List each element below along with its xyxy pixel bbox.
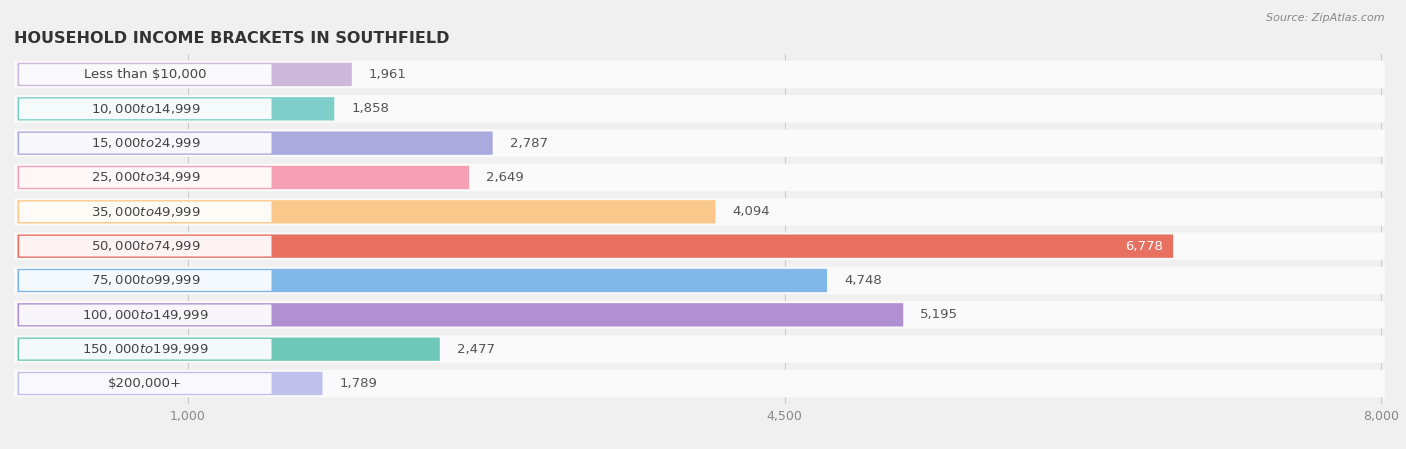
Text: 5,195: 5,195 xyxy=(921,308,959,321)
FancyBboxPatch shape xyxy=(14,233,1385,260)
Text: $10,000 to $14,999: $10,000 to $14,999 xyxy=(90,102,200,116)
FancyBboxPatch shape xyxy=(14,61,1385,88)
FancyBboxPatch shape xyxy=(20,202,271,222)
Text: $200,000+: $200,000+ xyxy=(108,377,183,390)
Text: $75,000 to $99,999: $75,000 to $99,999 xyxy=(90,273,200,287)
FancyBboxPatch shape xyxy=(14,335,1385,363)
Text: 1,789: 1,789 xyxy=(340,377,377,390)
Text: 2,787: 2,787 xyxy=(510,136,548,150)
Text: 2,477: 2,477 xyxy=(457,343,495,356)
Text: 1,858: 1,858 xyxy=(352,102,389,115)
FancyBboxPatch shape xyxy=(17,269,827,292)
FancyBboxPatch shape xyxy=(20,304,271,325)
Text: $25,000 to $34,999: $25,000 to $34,999 xyxy=(90,171,200,185)
Text: $15,000 to $24,999: $15,000 to $24,999 xyxy=(90,136,200,150)
Text: $35,000 to $49,999: $35,000 to $49,999 xyxy=(90,205,200,219)
FancyBboxPatch shape xyxy=(14,370,1385,397)
FancyBboxPatch shape xyxy=(17,166,470,189)
FancyBboxPatch shape xyxy=(20,167,271,188)
Text: $100,000 to $149,999: $100,000 to $149,999 xyxy=(82,308,208,322)
FancyBboxPatch shape xyxy=(17,338,440,361)
Text: 6,778: 6,778 xyxy=(1125,240,1163,253)
Text: HOUSEHOLD INCOME BRACKETS IN SOUTHFIELD: HOUSEHOLD INCOME BRACKETS IN SOUTHFIELD xyxy=(14,31,450,46)
Text: 2,649: 2,649 xyxy=(486,171,524,184)
Text: $50,000 to $74,999: $50,000 to $74,999 xyxy=(90,239,200,253)
FancyBboxPatch shape xyxy=(20,133,271,154)
FancyBboxPatch shape xyxy=(14,267,1385,294)
FancyBboxPatch shape xyxy=(17,132,492,155)
Text: Less than $10,000: Less than $10,000 xyxy=(84,68,207,81)
FancyBboxPatch shape xyxy=(14,198,1385,225)
FancyBboxPatch shape xyxy=(20,373,271,394)
FancyBboxPatch shape xyxy=(20,98,271,119)
FancyBboxPatch shape xyxy=(14,164,1385,191)
FancyBboxPatch shape xyxy=(17,303,903,326)
Text: 4,748: 4,748 xyxy=(844,274,882,287)
FancyBboxPatch shape xyxy=(20,236,271,256)
FancyBboxPatch shape xyxy=(14,95,1385,123)
Text: 1,961: 1,961 xyxy=(368,68,406,81)
FancyBboxPatch shape xyxy=(17,200,716,224)
FancyBboxPatch shape xyxy=(14,301,1385,329)
FancyBboxPatch shape xyxy=(17,63,352,86)
FancyBboxPatch shape xyxy=(17,97,335,120)
FancyBboxPatch shape xyxy=(20,64,271,85)
Text: 4,094: 4,094 xyxy=(733,205,770,218)
FancyBboxPatch shape xyxy=(17,372,322,395)
Text: $150,000 to $199,999: $150,000 to $199,999 xyxy=(82,342,208,356)
Text: Source: ZipAtlas.com: Source: ZipAtlas.com xyxy=(1267,13,1385,23)
FancyBboxPatch shape xyxy=(14,129,1385,157)
FancyBboxPatch shape xyxy=(17,234,1173,258)
FancyBboxPatch shape xyxy=(20,339,271,360)
FancyBboxPatch shape xyxy=(20,270,271,291)
